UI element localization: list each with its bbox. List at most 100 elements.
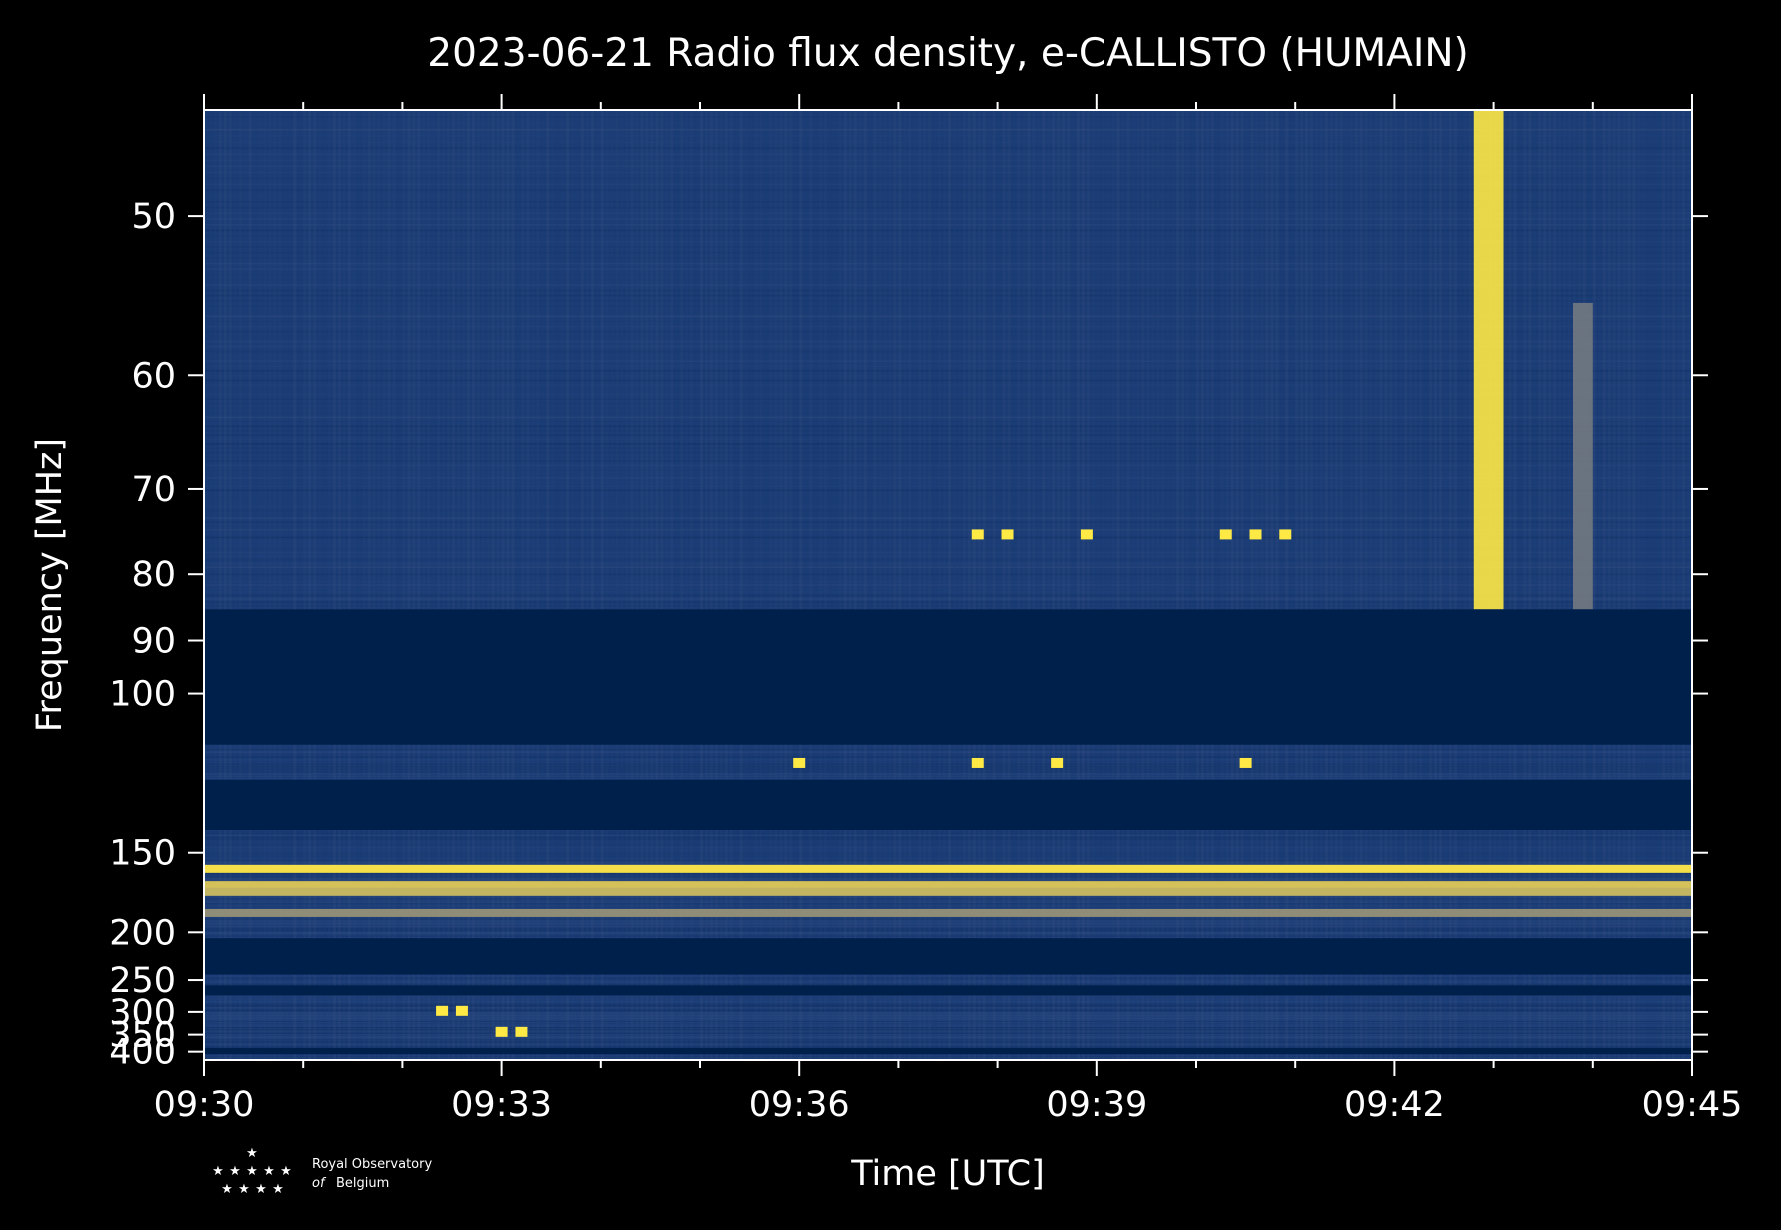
heatmap-channel (204, 278, 1692, 281)
heatmap-column (635, 110, 639, 1060)
heatmap-channel (204, 289, 1692, 292)
heatmap-column (878, 110, 882, 1060)
heatmap-channel (204, 1028, 1692, 1030)
heatmap-channel (204, 345, 1692, 348)
axes: 09:30 09:33 09:36 09:39 09:42 09:45 50 60 70 80 90… (109, 94, 1742, 1125)
heatmap-channel (204, 981, 1692, 984)
heatmap-channel (204, 402, 1692, 405)
heatmap-column (769, 110, 773, 1060)
heatmap-channel (204, 370, 1692, 372)
heatmap-column (352, 110, 356, 1060)
heatmap-channel (204, 604, 1692, 607)
heatmap-column (734, 110, 738, 1060)
heatmap-column (784, 110, 788, 1060)
svg-text:★: ★ (272, 1182, 284, 1197)
heatmap-channel (204, 580, 1692, 583)
heatmap-channel (204, 1003, 1692, 1006)
heatmap-column (1503, 110, 1507, 1060)
heatmap-channel (204, 294, 1692, 297)
heatmap-channel (204, 525, 1692, 527)
heatmap-channel (204, 980, 1692, 983)
x-axis-label: Time [UTC] (850, 1154, 1044, 1194)
heatmap-column (903, 110, 907, 1060)
heatmap-column (561, 110, 565, 1060)
heatmap-column (536, 110, 540, 1060)
heatmap-channel (204, 562, 1692, 565)
heatmap-channel (204, 934, 1692, 937)
heatmap-column (1230, 110, 1234, 1060)
heatmap-channel (204, 976, 1692, 979)
x-tick-label: 09:36 (749, 1085, 850, 1125)
heatmap-channel (204, 907, 1692, 910)
heatmap-column (640, 110, 644, 1060)
heatmap-column (556, 110, 560, 1060)
y-tick-label: 60 (131, 356, 176, 396)
heatmap-column (1344, 110, 1348, 1060)
heatmap-column (1637, 110, 1641, 1060)
heatmap-channel (204, 904, 1692, 907)
heatmap-column (442, 110, 446, 1060)
heatmap-column (213, 110, 217, 1060)
heatmap-column (526, 110, 530, 1060)
heatmap-channel (204, 460, 1692, 462)
heatmap-column (833, 110, 837, 1060)
heatmap-column (1468, 110, 1472, 1060)
heatmap-channel (204, 918, 1692, 921)
y-tick-label: 80 (131, 555, 176, 595)
heatmap-channel (204, 899, 1692, 902)
heatmap-column (967, 110, 971, 1060)
heatmap-column (437, 110, 441, 1060)
heatmap-column (452, 110, 455, 1060)
heatmap-column (243, 110, 247, 1060)
y-tick-label: 250 (109, 961, 176, 1001)
rfi-spot (1001, 529, 1014, 540)
heatmap-column (417, 110, 421, 1060)
heatmap-column (1563, 110, 1567, 1060)
heatmap-column (1240, 110, 1244, 1060)
heatmap-column (709, 110, 713, 1060)
heatmap-column (566, 110, 570, 1060)
royal-observatory-logo: ★ ★ ★ ★ ★ ★ ★ ★ ★ ★ Royal Observatory of… (212, 1146, 432, 1197)
heatmap-channel (204, 746, 1692, 748)
heatmap-channel (204, 340, 1692, 343)
heatmap-channel (204, 477, 1692, 479)
heatmap-column (605, 110, 609, 1060)
heatmap-channel (204, 559, 1692, 561)
heatmap-column (1627, 110, 1631, 1060)
heatmap-channel (204, 310, 1692, 313)
heatmap-channel (204, 464, 1692, 467)
heatmap-channel (204, 1030, 1692, 1033)
heatmap-column (1220, 110, 1224, 1060)
masked-band (204, 985, 1692, 996)
heatmap-channel (204, 569, 1692, 572)
y-tick-label: 50 (131, 197, 176, 237)
heatmap-channel (204, 195, 1692, 197)
heatmap-channel (204, 1035, 1692, 1038)
steady-line (204, 887, 1692, 896)
heatmap-column (1260, 110, 1264, 1060)
heatmap-column (1315, 110, 1319, 1060)
heatmap-column (1106, 110, 1110, 1060)
radio-burst (1473, 110, 1504, 610)
heatmap-column (1622, 110, 1626, 1060)
heatmap-column (1533, 110, 1537, 1060)
heatmap-column (729, 110, 733, 1060)
heatmap-channel (204, 852, 1692, 854)
heatmap-channel (204, 975, 1692, 978)
heatmap-channel (204, 1016, 1692, 1019)
heatmap-channel (204, 995, 1692, 998)
heatmap-channel (204, 529, 1692, 531)
heatmap-column (1141, 110, 1145, 1060)
heatmap-column (873, 110, 877, 1060)
heatmap-column (719, 110, 723, 1060)
heatmap-column (1657, 110, 1661, 1060)
heatmap-column (481, 110, 485, 1060)
heatmap-column (427, 110, 431, 1060)
steady-line (204, 881, 1692, 890)
heatmap-column (1508, 110, 1512, 1060)
steady-line (204, 864, 1692, 873)
heatmap-column (759, 110, 763, 1060)
heatmap-channel (204, 1002, 1692, 1005)
heatmap-column (957, 110, 961, 1060)
heatmap-column (1414, 110, 1418, 1060)
